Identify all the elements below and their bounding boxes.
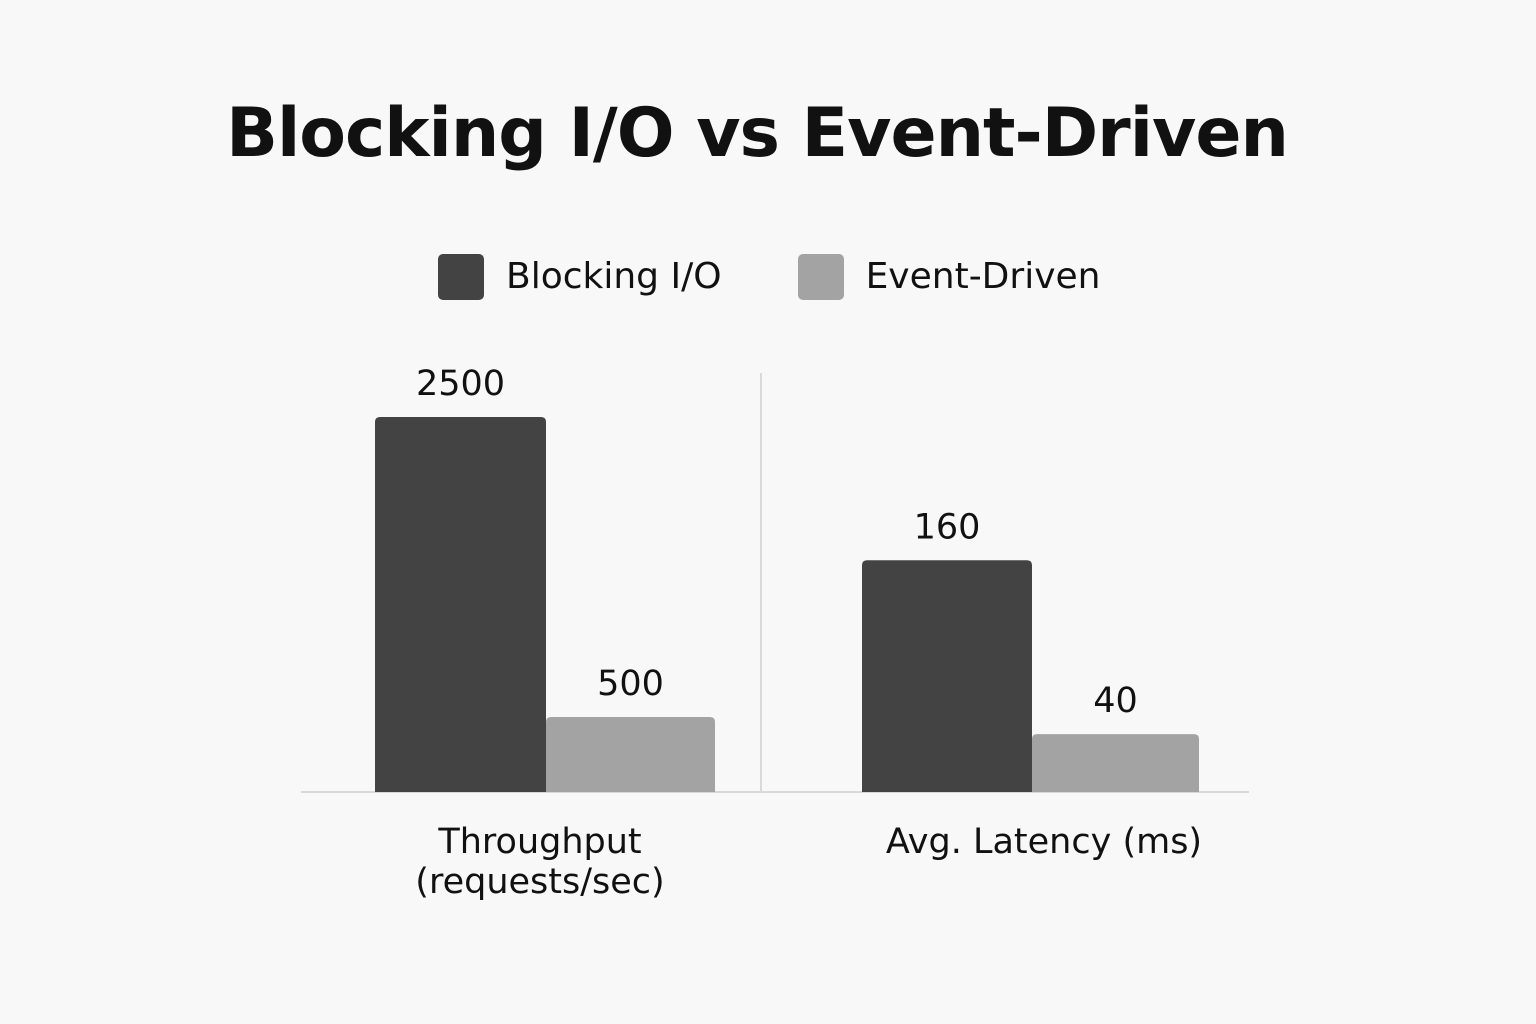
chart-title: Blocking I/O vs Event-Driven <box>226 94 1289 173</box>
legend-label-event-driven: Event-Driven <box>865 256 1101 297</box>
value-label-throughput-blocking: 2500 <box>416 364 505 404</box>
value-label-latency-blocking: 160 <box>914 507 981 547</box>
legend-item-blocking: Blocking I/O <box>438 254 722 300</box>
category-label-throughput: Throughput (requests/sec) <box>415 822 665 902</box>
value-label-throughput-event-driven: 500 <box>597 664 664 704</box>
bar-throughput-event-driven <box>546 717 715 792</box>
bar-throughput-blocking <box>375 417 546 792</box>
bar-latency-blocking <box>862 560 1032 792</box>
legend-item-event-driven: Event-Driven <box>797 254 1101 300</box>
legend-swatch-blocking <box>438 254 484 300</box>
value-label-latency-event-driven: 40 <box>1093 681 1138 721</box>
bar-latency-event-driven <box>1032 734 1199 792</box>
legend: Blocking I/O Event-Driven <box>438 253 1100 301</box>
category-label-latency: Avg. Latency (ms) <box>885 822 1203 862</box>
legend-label-blocking: Blocking I/O <box>506 256 722 297</box>
legend-swatch-event-driven <box>797 254 844 300</box>
